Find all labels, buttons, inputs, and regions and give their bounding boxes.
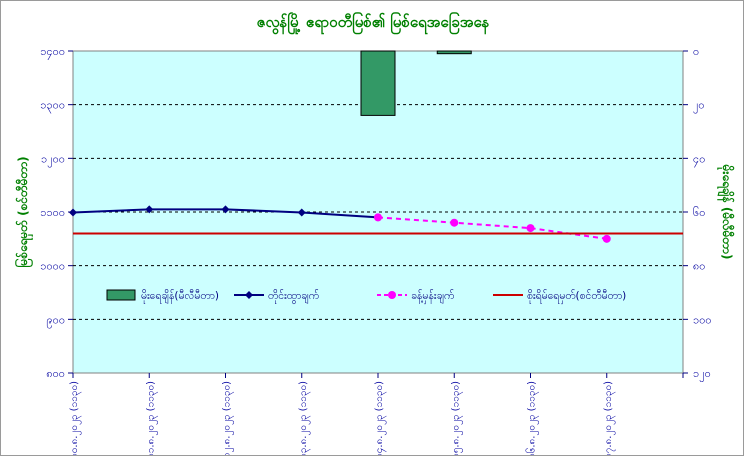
left-tick-label: ၁၄၀၀	[40, 45, 65, 60]
right-tick-label: ၄၀	[693, 152, 705, 167]
right-tick-label: ၂၀	[693, 99, 705, 114]
x-tick-label: ၁၇.၈.၂၀၂၃ (၁၁၃၀)	[603, 381, 616, 455]
left-tick-label: ၈၀၀	[46, 367, 65, 380]
rain-bars	[360, 50, 472, 116]
x-tick-label: ၁၃.၈.၂၀၂၃ (၁၁၃၀)	[298, 381, 311, 455]
left-tick-label: ၉၀၀	[46, 313, 65, 328]
x-tick-label: ၁၂.၈.၂၀၂၃ (၁၁၃၀)	[222, 381, 235, 455]
legend: မိုးရေချိန်(မီလီမီတာ) တိုင်းထွာချက် ခန့်မှ…	[106, 289, 626, 304]
x-axis-ticks: ၁၀.၈.၂၀၂၃ (၁၁၃၀) ၁၁.၈.၂၀၂၃ (၁၁၃၀) ၁၂.၈.၂၀၂…	[69, 373, 684, 459]
left-axis-label: မြစ်ရေမှတ် (စင်တီမီတာ)	[13, 156, 34, 267]
legend-label: တိုင်းထွာချက်	[268, 289, 319, 304]
legend-swatch-rain	[106, 289, 136, 301]
legend-label: စိုးရိမ်ရေမှတ်(စင်တီမီတာ)	[527, 289, 626, 304]
measured-point	[145, 205, 154, 214]
rain-bar	[436, 50, 472, 55]
legend-marker-forecast	[388, 291, 396, 299]
right-tick-label: ၆၀	[693, 206, 705, 219]
measured-point	[69, 208, 77, 217]
x-tick-label: ၁၁.၈.၂၀၂၃ (၁၁၃၀)	[145, 381, 158, 455]
forecast-point	[526, 224, 535, 233]
right-tick-label: ၀	[693, 45, 699, 58]
x-tick-label: ၁၆.၈.၂၀၂၃ (၁၁၃၀)	[525, 381, 540, 455]
x-tick-label: ၁၀.၈.၂၀၂၃ (၁၁၃၀)	[69, 381, 82, 455]
right-tick-label: ၁၂၀	[693, 367, 711, 382]
right-tick-label: ၁၀၀	[693, 313, 712, 326]
measured-point	[221, 205, 230, 214]
forecast-point	[450, 218, 459, 227]
left-tick-label: ၁၁၀၀	[40, 206, 65, 219]
chart-title: ဇလွန်မြို့ ဧရာဝတီမြစ်၏ မြစ်ရေအခြေအနေ	[257, 11, 490, 35]
legend-label: ခန့်မှန်းချက်	[411, 289, 454, 304]
left-tick-label: ၁၀၀၀	[40, 260, 65, 273]
x-tick-label: ၁၅.၈.၂၀၂၃ (၁၁၃၀)	[450, 381, 463, 455]
rain-bar	[360, 50, 396, 116]
left-axis-ticks: ၈၀၀ ၉၀၀ ၁၀၀၀ ၁၁၀၀ ၁၂၀၀ ၁၃၀၀ ၁၄၀၀	[40, 45, 73, 380]
data-lines	[69, 205, 683, 243]
forecast-point	[374, 213, 382, 222]
forecast-point	[602, 234, 611, 243]
right-tick-label: ၈၀	[693, 260, 705, 273]
left-tick-label: ၁၂၀၀	[41, 152, 65, 167]
left-tick-label: ၁၃၀၀	[40, 99, 65, 114]
legend-marker-measured	[245, 291, 253, 299]
x-tick-label: ၁၄.၈.၂၀၂၃ (၁၁၃၀)	[374, 381, 387, 455]
legend-label: မိုးရေချိန်(မီလီမီတာ)	[141, 289, 219, 304]
measured-point	[297, 208, 306, 217]
right-axis-label: မိုးရေချိန် (မီလီမီတာ)	[716, 164, 736, 260]
